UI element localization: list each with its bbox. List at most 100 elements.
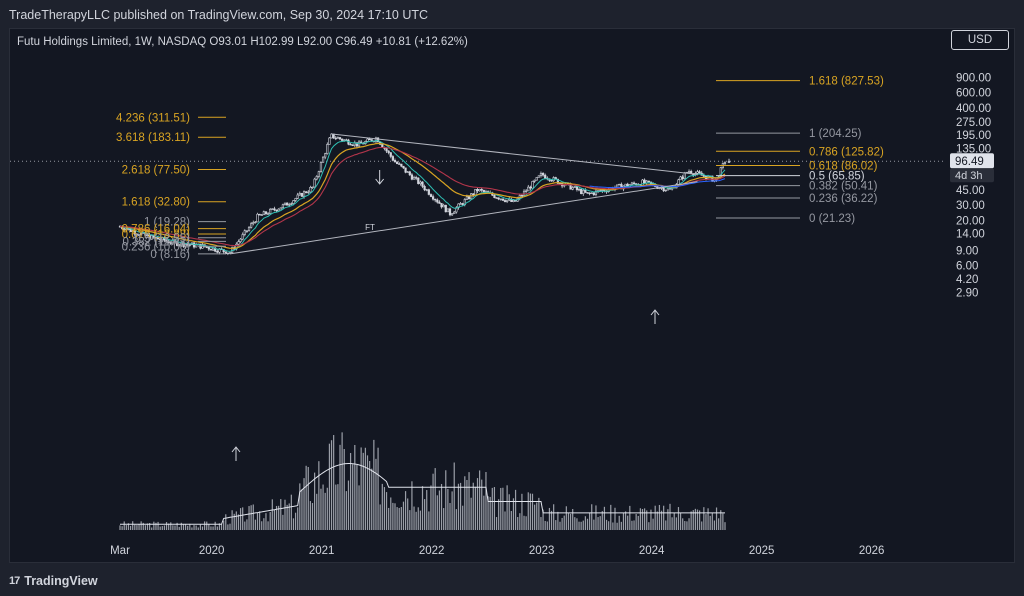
volume-bar — [269, 512, 271, 530]
candle-body — [404, 167, 407, 173]
candle-body — [385, 148, 388, 152]
volume-bar — [436, 495, 438, 530]
volume-bar — [119, 525, 121, 530]
volume-bar — [242, 507, 244, 530]
volume-bar — [468, 472, 470, 530]
fib-level-label: 0.236 (36.22) — [809, 193, 878, 205]
candle-body — [584, 189, 587, 193]
candle-body — [247, 227, 251, 232]
volume-bar — [614, 507, 616, 530]
volume-bar — [273, 509, 276, 530]
volume-bar — [599, 516, 601, 530]
volume-bar — [220, 523, 223, 530]
volume-bar — [443, 508, 445, 530]
volume-bar — [514, 489, 517, 530]
volume-bar — [722, 513, 724, 530]
candle-body — [317, 171, 320, 177]
volume-bar — [476, 478, 479, 530]
candle-body — [696, 171, 699, 174]
candle-body — [412, 177, 416, 180]
price-axis-tick: 900.00 — [956, 72, 991, 84]
volume-bar — [595, 505, 597, 530]
volume-bar — [385, 492, 388, 530]
candle-body — [478, 188, 481, 192]
candle-body — [127, 228, 130, 230]
volume-bar — [252, 504, 254, 530]
candle-body — [499, 198, 502, 200]
price-axis-tick: 20.00 — [956, 215, 985, 227]
volume-bar — [696, 509, 699, 530]
volume-bar — [663, 505, 665, 530]
volume-bar — [527, 492, 529, 530]
volume-bar — [447, 489, 449, 530]
volume-bar — [193, 525, 195, 530]
volume-bar — [709, 515, 711, 530]
triangle-trendline — [330, 133, 698, 175]
volume-bar — [713, 520, 716, 530]
candle-body — [292, 200, 295, 204]
volume-bar — [371, 468, 373, 530]
volume-ma-line — [120, 463, 725, 525]
volume-bar — [330, 440, 333, 530]
volume-bar — [288, 503, 290, 530]
ema-mid-line — [119, 142, 726, 249]
volume-bar — [711, 512, 713, 530]
volume-bar — [284, 499, 286, 530]
volume-bar — [660, 510, 663, 530]
candle-body — [266, 213, 270, 215]
volume-bar — [673, 512, 675, 530]
candle-body — [467, 196, 471, 200]
fib-extension-left: 4.236 (311.51) 3.618 (183.11) 2.618 (77.50… — [116, 112, 226, 261]
volume-bar — [309, 501, 311, 530]
chart-pane[interactable] — [9, 28, 1015, 563]
volume-bar — [364, 447, 366, 530]
volume-bar — [267, 521, 269, 530]
volume-bar — [146, 523, 149, 530]
candle-body — [140, 232, 143, 236]
price-axis-tick: 14.00 — [956, 229, 985, 241]
candle-body — [245, 230, 249, 232]
candle-body — [438, 201, 441, 204]
candles — [118, 133, 731, 256]
volume-bar — [278, 505, 280, 530]
volume-bar — [591, 504, 593, 530]
candle-body — [211, 247, 215, 251]
volume-bar — [658, 504, 661, 530]
candle-body — [237, 241, 240, 245]
candle-body — [698, 171, 701, 174]
currency-button[interactable]: USD — [951, 30, 1009, 50]
volume-bar — [201, 526, 204, 530]
candle-body — [368, 138, 371, 141]
volume-bar — [159, 526, 161, 530]
volume-bar — [426, 490, 428, 530]
candle-body — [283, 202, 287, 206]
candle-body — [159, 238, 162, 241]
volume-bar — [618, 515, 620, 530]
arrow-up-icon — [231, 446, 241, 461]
volume-bar — [620, 521, 622, 530]
volume-bar — [635, 514, 637, 530]
volume-bar — [593, 519, 595, 530]
volume-bar — [679, 512, 682, 530]
candle-body — [169, 242, 172, 244]
countdown-value: 4d 3h — [955, 170, 983, 182]
volume-bar — [438, 490, 441, 530]
volume-bar — [157, 521, 159, 530]
volume-bar — [271, 499, 273, 530]
countdown-box — [950, 168, 994, 183]
volume-bar — [715, 507, 718, 530]
arrow-down-icon — [375, 170, 385, 185]
volume-bar — [639, 508, 641, 530]
candle-body — [258, 213, 261, 216]
volume-bar — [578, 521, 580, 530]
price-axis-tick: 195.00 — [956, 130, 991, 142]
candle-body — [465, 196, 469, 200]
price-axis-tick: 600.00 — [956, 88, 991, 100]
fib-level-label: 0 (8.16) — [150, 249, 190, 261]
candle-body — [687, 171, 691, 173]
fib-level-label: 1.618 (827.53) — [809, 76, 884, 88]
candle-body — [573, 186, 576, 188]
volume-bar — [576, 518, 578, 530]
volume-bar — [459, 482, 462, 530]
